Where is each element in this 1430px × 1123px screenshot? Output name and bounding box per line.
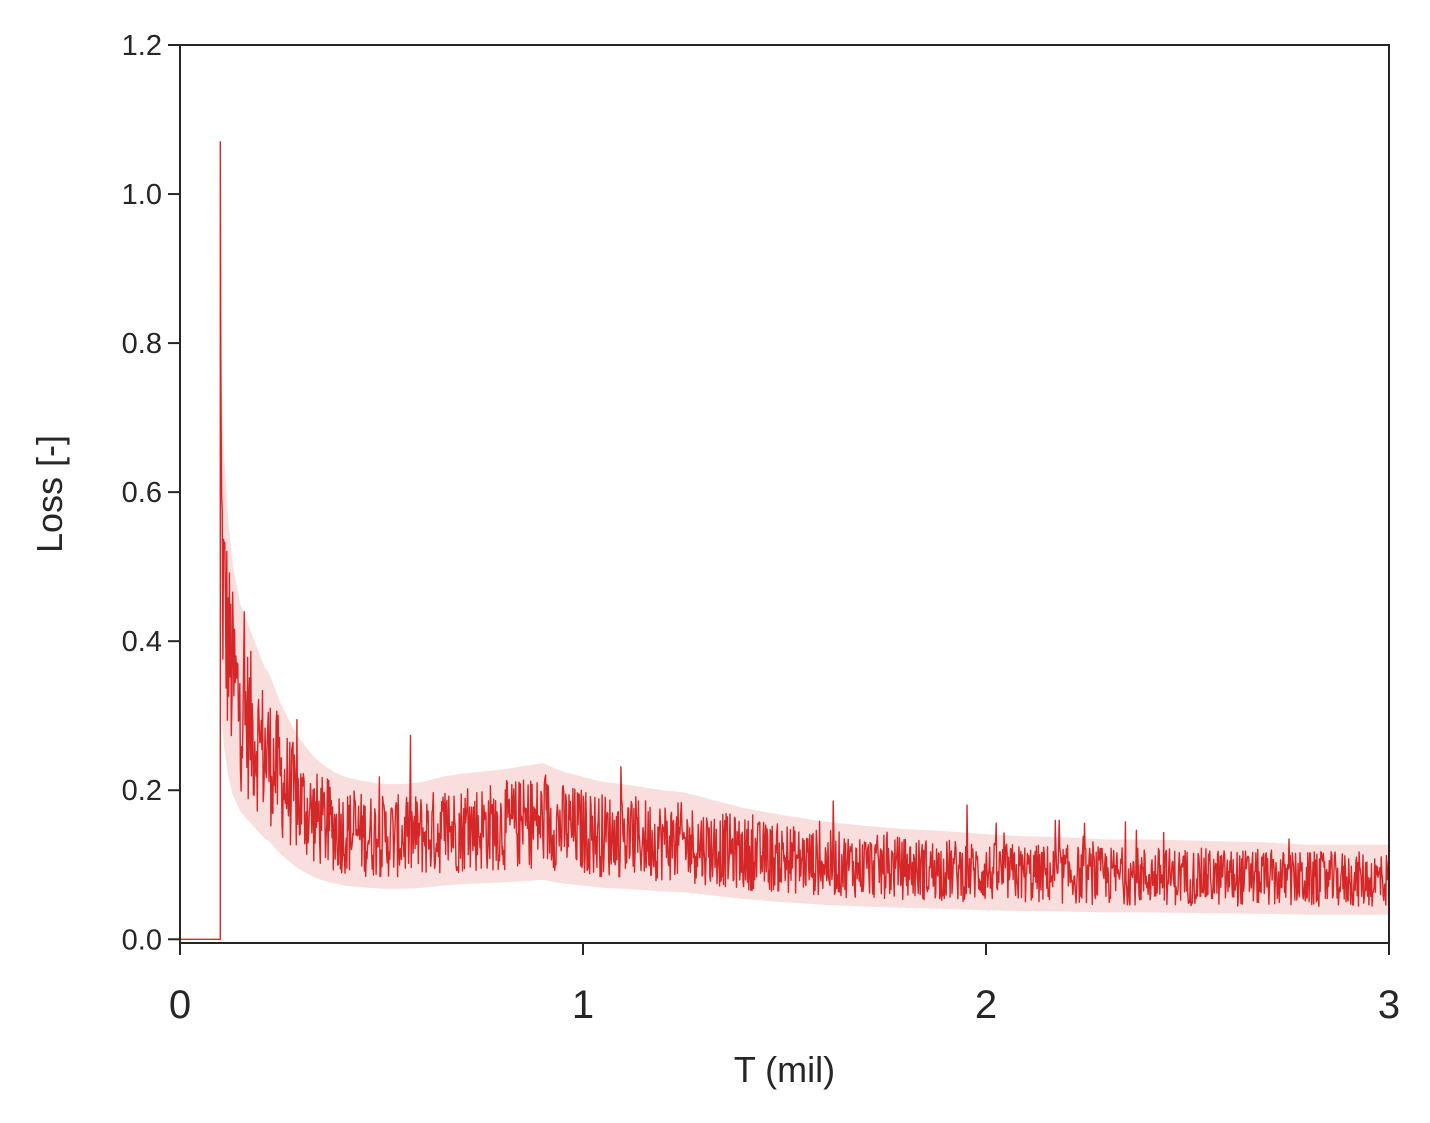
x-tick-label: 2: [975, 983, 997, 1027]
y-tick-label: 0.6: [122, 477, 162, 509]
y-tick-label: 1.0: [122, 179, 162, 211]
y-tick-label: 0.4: [122, 626, 162, 658]
x-tick-label: 3: [1378, 983, 1400, 1027]
y-tick-label: 1.2: [122, 30, 162, 62]
x-tick-label: 1: [572, 983, 594, 1027]
y-axis: 0.0 0.2 0.4 0.6 0.8 1.0 1.2: [122, 30, 180, 956]
y-tick-label: 0.8: [122, 328, 162, 360]
y-axis-label: Loss [-]: [29, 435, 70, 553]
series-line: [180, 141, 1390, 940]
x-axis-label: T (mil): [734, 1049, 835, 1090]
x-axis: 0 1 2 3: [169, 943, 1400, 1027]
plot-area: [180, 141, 1390, 940]
y-tick-label: 0.0: [122, 924, 162, 956]
x-tick-label: 0: [169, 983, 191, 1027]
axes-frame: [179, 44, 1390, 944]
y-tick-label: 0.2: [122, 775, 162, 807]
